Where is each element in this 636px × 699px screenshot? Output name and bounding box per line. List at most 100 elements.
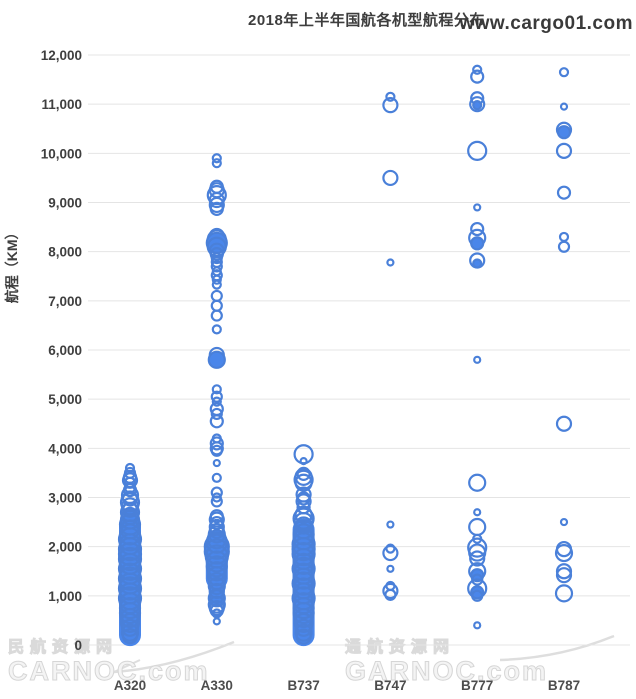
data-bubble bbox=[556, 125, 572, 140]
x-category-label: A320 bbox=[114, 678, 146, 693]
y-tick-label: 9,000 bbox=[48, 196, 82, 211]
y-tick-label: 3,000 bbox=[48, 491, 82, 506]
y-tick-label: 1,000 bbox=[48, 589, 82, 604]
data-bubble bbox=[559, 102, 569, 111]
data-bubble bbox=[299, 457, 308, 466]
data-bubble bbox=[117, 566, 143, 591]
y-tick-label: 6,000 bbox=[48, 343, 82, 358]
data-bubble bbox=[208, 191, 225, 209]
data-bubble bbox=[208, 582, 225, 600]
data-bubble bbox=[119, 607, 141, 629]
data-bubble bbox=[211, 274, 222, 285]
data-bubble bbox=[472, 100, 483, 111]
series-b737 bbox=[291, 444, 316, 647]
data-bubble bbox=[211, 158, 222, 169]
data-bubble bbox=[210, 309, 223, 322]
x-category-label: B747 bbox=[374, 678, 406, 693]
data-bubble bbox=[469, 96, 486, 113]
data-bubble bbox=[467, 537, 488, 558]
data-bubble bbox=[119, 612, 141, 633]
gridlines bbox=[88, 54, 630, 646]
data-bubble bbox=[209, 436, 224, 451]
watermark-carnoc-cn: 民航资源网 bbox=[8, 639, 119, 656]
data-bubble bbox=[386, 520, 395, 529]
data-bubble bbox=[210, 495, 223, 508]
data-bubble bbox=[556, 185, 572, 200]
data-bubble bbox=[209, 201, 224, 216]
data-bubble bbox=[211, 384, 222, 395]
watermark-cargo01: www.cargo01.com bbox=[459, 13, 633, 34]
y-tick-label: 7,000 bbox=[48, 294, 82, 309]
data-bubble bbox=[473, 203, 482, 212]
data-bubble bbox=[469, 550, 486, 567]
data-bubble bbox=[209, 247, 224, 262]
series-b787 bbox=[554, 67, 574, 603]
data-bubble bbox=[471, 589, 484, 602]
data-bubble bbox=[210, 407, 223, 421]
data-bubble bbox=[117, 576, 143, 601]
data-bubble bbox=[210, 486, 223, 499]
data-bubble bbox=[207, 589, 226, 608]
data-bubble bbox=[468, 543, 487, 562]
data-bubble bbox=[293, 607, 314, 629]
y-tick-label: 4,000 bbox=[48, 441, 82, 456]
data-bubble bbox=[472, 258, 483, 269]
data-bubble bbox=[207, 576, 226, 596]
data-bubble bbox=[555, 567, 573, 584]
data-bubble bbox=[210, 390, 223, 403]
data-bubble bbox=[206, 566, 227, 587]
watermark-garnoc: 通航资源网 GARNOC.com bbox=[344, 639, 549, 686]
data-bubble bbox=[555, 142, 573, 159]
data-bubble bbox=[473, 621, 482, 630]
data-bubble bbox=[293, 612, 314, 633]
data-bubble bbox=[292, 523, 315, 546]
data-bubble bbox=[120, 623, 140, 642]
data-bubble bbox=[211, 472, 222, 483]
data-bubble bbox=[120, 618, 140, 637]
data-bubble bbox=[211, 396, 222, 407]
series-a330 bbox=[203, 153, 230, 626]
data-bubble bbox=[293, 511, 314, 533]
data-bubble bbox=[211, 153, 222, 164]
data-bubble bbox=[212, 458, 221, 468]
data-bubble bbox=[207, 350, 226, 369]
data-bubble bbox=[294, 473, 313, 492]
data-bubble bbox=[295, 628, 312, 645]
data-bubble bbox=[210, 251, 223, 265]
watermark-garnoc-en: GARNOC.com bbox=[344, 656, 549, 686]
data-bubble bbox=[292, 601, 315, 625]
data-bubble bbox=[554, 584, 574, 603]
y-tick-label: 10,000 bbox=[41, 146, 82, 161]
data-bubble bbox=[206, 561, 227, 582]
y-axis-tick-labels: 0 1,000 2,000 3,000 4,000 5,000 6,000 7,000 8,00… bbox=[41, 48, 82, 653]
data-bubble bbox=[558, 231, 570, 243]
data-bubble bbox=[386, 564, 395, 573]
x-category-label: B787 bbox=[548, 678, 580, 693]
data-bubble bbox=[118, 601, 142, 625]
y-tick-label: 0 bbox=[74, 638, 82, 653]
data-bubble bbox=[117, 527, 143, 552]
watermark-garnoc-cn: 通航资源网 bbox=[344, 639, 456, 656]
data-bubble bbox=[292, 597, 315, 620]
data-bubble bbox=[294, 623, 313, 642]
data-bubble bbox=[559, 517, 569, 527]
data-bubble bbox=[291, 541, 316, 567]
data-bubble bbox=[212, 617, 221, 626]
data-bubble bbox=[382, 582, 399, 600]
data-bubble bbox=[557, 240, 571, 253]
data-bubble bbox=[210, 289, 223, 303]
data-bubble bbox=[211, 279, 222, 290]
y-tick-label: 5,000 bbox=[48, 392, 82, 407]
x-axis-category-labels: A320 A330 B737 B747 B777 B787 bbox=[114, 678, 580, 693]
data-bubble bbox=[558, 67, 570, 78]
data-bubble bbox=[467, 140, 488, 161]
data-bubble bbox=[124, 462, 136, 474]
data-bubble bbox=[294, 618, 313, 637]
data-bubble bbox=[382, 544, 399, 562]
data-bubble bbox=[470, 69, 485, 84]
data-bubble bbox=[293, 469, 314, 490]
data-bubble bbox=[205, 531, 228, 554]
y-tick-label: 8,000 bbox=[48, 245, 82, 260]
